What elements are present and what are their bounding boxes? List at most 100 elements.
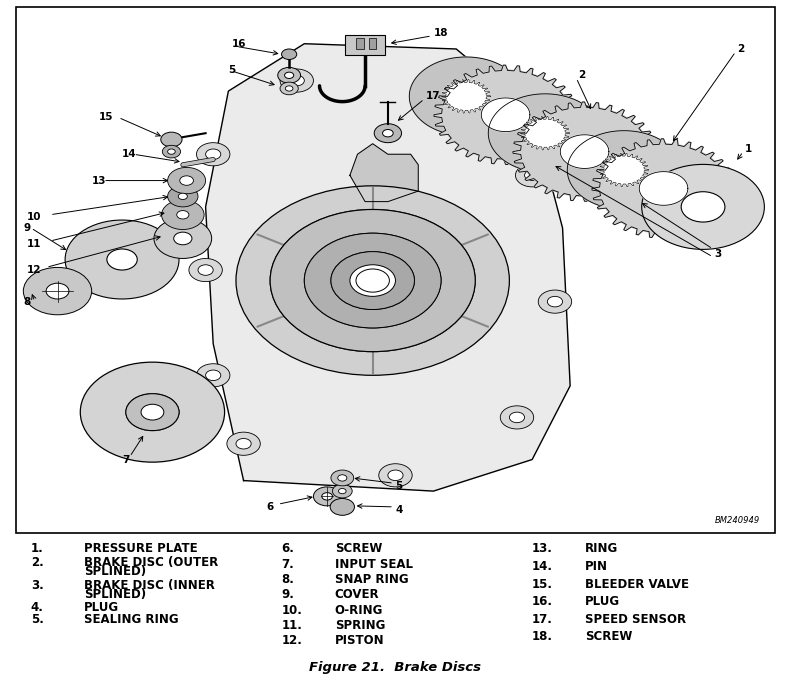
Circle shape [441, 91, 456, 102]
Text: 1.: 1. [31, 542, 44, 555]
Circle shape [350, 265, 395, 297]
Circle shape [501, 406, 534, 429]
Circle shape [107, 249, 137, 270]
Polygon shape [592, 139, 735, 238]
Polygon shape [639, 171, 688, 205]
Circle shape [197, 364, 230, 387]
Circle shape [547, 297, 563, 307]
FancyBboxPatch shape [345, 35, 385, 55]
Polygon shape [434, 65, 577, 164]
Circle shape [289, 75, 305, 86]
Circle shape [24, 268, 91, 315]
Circle shape [305, 233, 441, 328]
Polygon shape [488, 94, 602, 173]
Text: 10.: 10. [282, 603, 302, 616]
Text: 14.: 14. [532, 560, 553, 573]
Text: 16: 16 [232, 39, 246, 49]
Circle shape [432, 85, 465, 108]
Circle shape [515, 164, 549, 187]
Circle shape [388, 470, 403, 480]
Text: 5: 5 [395, 481, 403, 491]
Circle shape [282, 49, 297, 60]
Text: 12.: 12. [282, 634, 302, 647]
Circle shape [278, 67, 301, 83]
Circle shape [168, 186, 198, 207]
Polygon shape [441, 70, 570, 160]
Circle shape [313, 487, 341, 506]
Text: 1: 1 [745, 144, 752, 154]
Circle shape [179, 176, 194, 185]
Text: 6.: 6. [282, 542, 294, 555]
Text: 16.: 16. [532, 595, 553, 608]
Circle shape [280, 82, 298, 95]
Text: SPLINED): SPLINED) [84, 565, 146, 578]
Text: 9: 9 [24, 223, 31, 233]
Text: 13: 13 [91, 175, 106, 186]
Circle shape [154, 219, 212, 259]
Text: 18.: 18. [532, 630, 553, 643]
Circle shape [126, 394, 179, 431]
Circle shape [126, 394, 179, 431]
Circle shape [286, 86, 293, 91]
Text: 10: 10 [27, 213, 42, 222]
Text: 5: 5 [228, 65, 235, 75]
Circle shape [285, 72, 294, 78]
Polygon shape [599, 144, 728, 233]
Circle shape [356, 269, 390, 292]
Text: Figure 21.  Brake Discs: Figure 21. Brake Discs [309, 661, 482, 674]
Text: 9.: 9. [282, 588, 294, 601]
Circle shape [179, 193, 187, 200]
Text: 4.: 4. [31, 601, 44, 614]
Text: 11.: 11. [282, 619, 302, 632]
Circle shape [641, 164, 764, 249]
Text: BM240949: BM240949 [715, 516, 760, 526]
Text: SKF: SKF [460, 314, 471, 319]
Circle shape [305, 233, 441, 328]
Text: SNAP RING: SNAP RING [334, 573, 408, 586]
Circle shape [280, 69, 313, 92]
Text: SCREW: SCREW [586, 630, 633, 643]
Circle shape [141, 405, 164, 420]
Text: PLUG: PLUG [84, 601, 119, 614]
Circle shape [174, 232, 192, 245]
Text: 18: 18 [434, 28, 448, 39]
Circle shape [161, 132, 182, 147]
Polygon shape [205, 44, 570, 491]
Text: 2: 2 [737, 44, 745, 54]
Text: PISTON: PISTON [334, 634, 384, 647]
Bar [356, 39, 364, 49]
Text: 3.: 3. [31, 579, 44, 592]
Text: 2: 2 [578, 70, 585, 80]
Text: 4: 4 [395, 504, 403, 515]
Text: 5.: 5. [31, 613, 44, 625]
Text: 13.: 13. [532, 542, 553, 555]
Text: 11: 11 [27, 239, 42, 249]
Text: 6: 6 [266, 502, 274, 512]
Circle shape [374, 124, 401, 142]
Bar [449, 304, 482, 328]
Circle shape [80, 362, 224, 462]
Circle shape [162, 145, 180, 158]
Circle shape [331, 252, 415, 310]
Text: COVER: COVER [334, 588, 379, 601]
Circle shape [197, 142, 230, 166]
Circle shape [331, 499, 354, 515]
Circle shape [161, 200, 204, 230]
Circle shape [168, 149, 176, 154]
Circle shape [509, 412, 525, 422]
Text: O-RING: O-RING [334, 603, 383, 616]
Text: 2.: 2. [31, 556, 44, 569]
Circle shape [538, 290, 571, 313]
Text: 8: 8 [24, 297, 31, 307]
Circle shape [46, 283, 69, 299]
Circle shape [331, 470, 353, 486]
Polygon shape [482, 98, 530, 131]
Polygon shape [409, 57, 523, 136]
Polygon shape [567, 131, 681, 209]
Text: 15.: 15. [532, 577, 553, 590]
Text: 7: 7 [122, 455, 129, 464]
Polygon shape [350, 144, 418, 202]
Circle shape [525, 170, 540, 180]
Text: BRAKE DISC (OUTER: BRAKE DISC (OUTER [84, 556, 218, 569]
Text: BRAKE DISC (INNER: BRAKE DISC (INNER [84, 579, 215, 592]
